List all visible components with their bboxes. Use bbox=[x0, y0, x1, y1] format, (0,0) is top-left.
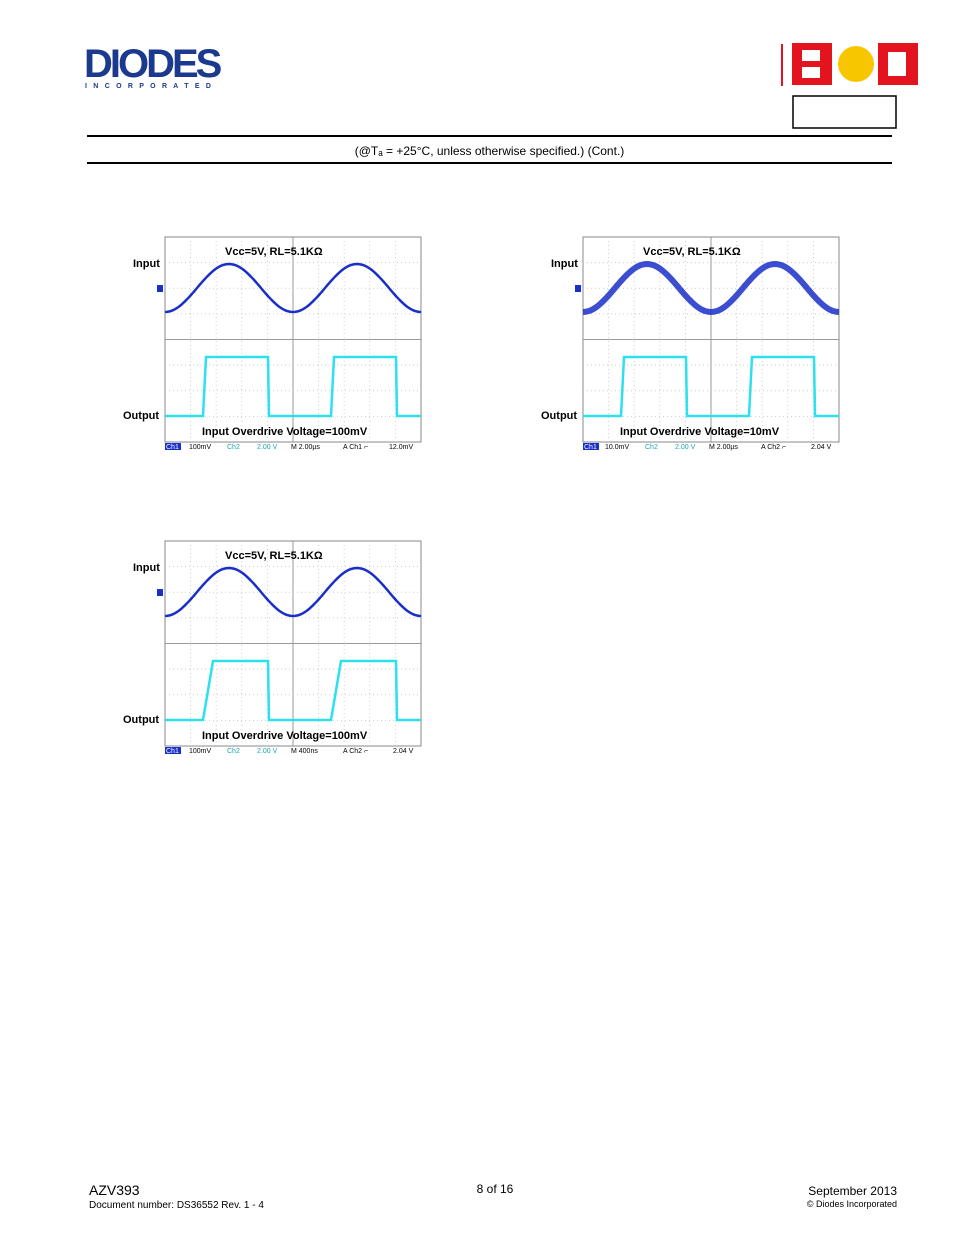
bcd-logo bbox=[781, 43, 918, 129]
input-label: Input bbox=[133, 258, 160, 270]
scope-title: Vcc=5V, RL=5.1KΩ bbox=[225, 246, 323, 258]
ch1-marker bbox=[157, 589, 163, 596]
status-time: M 400ns bbox=[291, 748, 318, 755]
status-trigger: A Ch1 ⌐ bbox=[343, 444, 368, 451]
scope-figure-1: Vcc=5V, RL=5.1KΩ Input Overdrive Voltage… bbox=[115, 230, 425, 460]
output-label: Output bbox=[123, 714, 159, 726]
scope-caption: Input Overdrive Voltage=10mV bbox=[620, 426, 780, 438]
input-trace bbox=[582, 260, 840, 316]
output-label: Output bbox=[541, 410, 577, 422]
status-trigger: A Ch2 ⌐ bbox=[343, 748, 368, 755]
diodes-logo: DIODES I N C O R P O R A T E D bbox=[84, 44, 225, 90]
footer-page-number: 8 of 16 bbox=[476, 1182, 514, 1196]
status-level: 2.04 V bbox=[811, 444, 832, 451]
output-trace bbox=[583, 355, 839, 418]
scope-title: Vcc=5V, RL=5.1KΩ bbox=[643, 246, 741, 258]
footer-part-number: AZV393 bbox=[89, 1182, 140, 1198]
status-ch1-scale: 100mV bbox=[189, 444, 212, 451]
footer-document-number: Document number: DS36552 Rev. 1 - 4 bbox=[89, 1200, 264, 1211]
scope-figure-2: Vcc=5V, RL=5.1KΩ Input Overdrive Voltage… bbox=[533, 230, 843, 460]
status-time: M 2.00µs bbox=[709, 444, 738, 451]
status-ch1-scale: 100mV bbox=[189, 748, 212, 755]
status-ch2: Ch2 bbox=[227, 444, 240, 451]
status-ch2-scale: 2.00 V bbox=[257, 444, 278, 451]
output-trace bbox=[165, 355, 421, 418]
header-rule-top bbox=[87, 135, 892, 137]
footer-copyright: © Diodes Incorporated bbox=[806, 1199, 897, 1209]
output-trace bbox=[165, 659, 421, 722]
input-label: Input bbox=[133, 562, 160, 574]
status-ch1: Ch1 bbox=[166, 444, 179, 451]
ch1-marker bbox=[575, 285, 581, 292]
status-ch1-scale: 10.0mV bbox=[605, 444, 629, 451]
svg-text:I N C O R P O R A T E D: I N C O R P O R A T E D bbox=[85, 83, 213, 90]
status-ch1: Ch1 bbox=[166, 748, 179, 755]
status-ch2: Ch2 bbox=[227, 748, 240, 755]
input-trace bbox=[164, 262, 422, 314]
status-trigger: A Ch2 ⌐ bbox=[761, 444, 786, 451]
scope-figure-3: Vcc=5V, RL=5.1KΩ Input Overdrive Voltage… bbox=[115, 534, 425, 764]
scope-caption: Input Overdrive Voltage=100mV bbox=[202, 730, 368, 742]
status-ch2-scale: 2.00 V bbox=[257, 748, 278, 755]
output-label: Output bbox=[123, 410, 159, 422]
status-ch2: Ch2 bbox=[645, 444, 658, 451]
scope-caption: Input Overdrive Voltage=100mV bbox=[202, 426, 368, 438]
svg-text:DIODES: DIODES bbox=[84, 44, 222, 86]
input-trace bbox=[164, 566, 422, 618]
footer-date: September 2013 bbox=[808, 1184, 897, 1198]
status-level: 2.04 V bbox=[393, 748, 414, 755]
input-label: Input bbox=[551, 258, 578, 270]
conditions-line: (@Tₐ = +25°C, unless otherwise specified… bbox=[354, 144, 625, 158]
status-ch2-scale: 2.00 V bbox=[675, 444, 696, 451]
header-rule-bottom bbox=[87, 162, 892, 164]
ch1-marker bbox=[157, 285, 163, 292]
status-level: 12.0mV bbox=[389, 444, 413, 451]
status-ch1: Ch1 bbox=[584, 444, 597, 451]
scope-title: Vcc=5V, RL=5.1KΩ bbox=[225, 550, 323, 562]
status-time: M 2.00µs bbox=[291, 444, 320, 451]
